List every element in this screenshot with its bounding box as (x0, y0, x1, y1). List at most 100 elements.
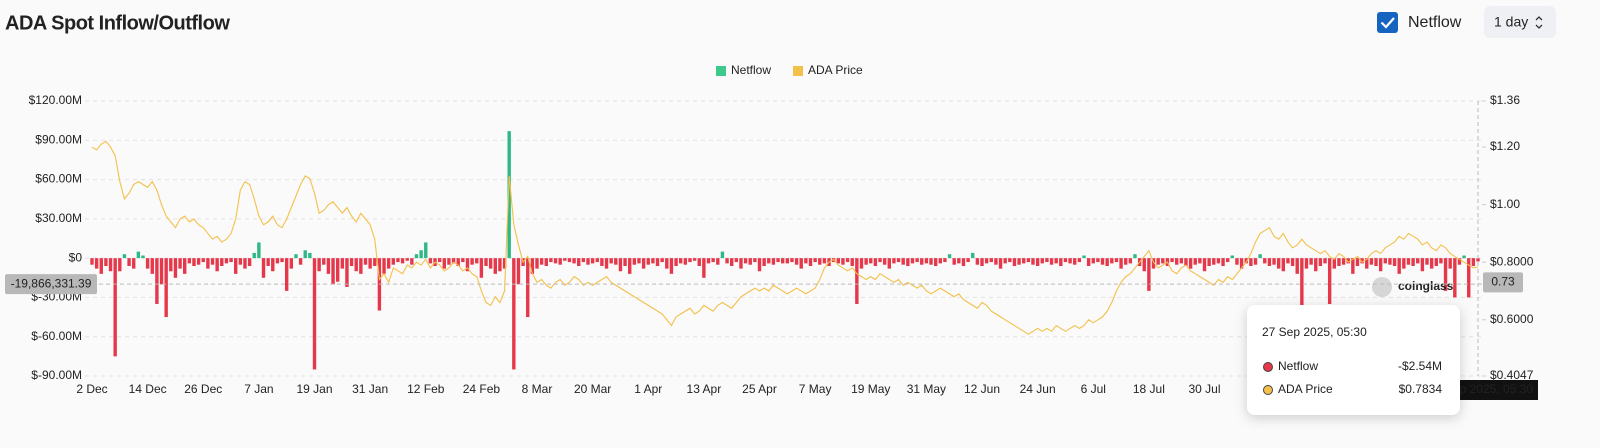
netflow-bar (1272, 258, 1276, 265)
netflow-bar (1462, 255, 1466, 259)
netflow-bar (924, 258, 929, 264)
netflow-bar (159, 258, 164, 285)
netflow-bar (1276, 258, 1281, 269)
netflow-bar (1063, 258, 1068, 263)
netflow-bar (739, 258, 743, 269)
netflow-bar (442, 258, 446, 269)
netflow-bar (345, 258, 349, 287)
netflow-bar (915, 258, 919, 263)
netflow-bar (1383, 258, 1387, 264)
netflow-bar (1193, 258, 1197, 265)
netflow-bar (873, 258, 878, 266)
netflow-bar (99, 258, 103, 274)
netflow-toggle[interactable]: Netflow (1377, 12, 1462, 33)
netflow-bar (910, 258, 915, 264)
netflow-bar (298, 258, 303, 265)
y-tick-label: $60.00M (35, 172, 82, 186)
netflow-bar (410, 258, 414, 265)
netflow-bar (437, 258, 442, 263)
netflow-bar (1267, 258, 1272, 266)
select-box[interactable] (1484, 6, 1556, 38)
netflow-bar (882, 258, 887, 265)
netflow-bar (284, 258, 289, 291)
netflow-bar (1026, 258, 1031, 263)
netflow-bar (845, 258, 850, 263)
netflow-bar (822, 258, 827, 264)
netflow-bar (1416, 258, 1420, 264)
netflow-bar (405, 258, 409, 261)
netflow-bar (790, 258, 794, 263)
netflow-bar (632, 258, 637, 265)
interval-select[interactable]: 1 day (1484, 6, 1556, 38)
netflow-bar (1035, 258, 1040, 266)
netflow-bar (178, 258, 182, 269)
tooltip-dot (1263, 385, 1273, 395)
netflow-bar (1161, 258, 1165, 264)
select-chevron (1535, 16, 1543, 29)
netflow-bar (1374, 258, 1378, 266)
netflow-bar (122, 254, 127, 259)
netflow-bar (498, 258, 502, 272)
netflow-bar (697, 258, 701, 266)
netflow-bar (1170, 258, 1174, 263)
netflow-bar (943, 258, 947, 263)
netflow-bar (933, 258, 938, 266)
netflow-bar (1286, 258, 1290, 264)
y2-tick-label: $1.36 (1490, 93, 1520, 107)
netflow-bar (1263, 258, 1267, 264)
netflow-bar (952, 258, 956, 265)
netflow-bar (1304, 258, 1309, 269)
netflow-bar (1045, 258, 1049, 263)
crosshair-y2-label: 0.73 (1491, 275, 1515, 289)
netflow-bar (674, 258, 678, 266)
x-tick-label: 31 May (907, 382, 946, 396)
netflow-bar (762, 258, 766, 266)
netflow-bar (1281, 258, 1286, 272)
netflow-bar (729, 258, 734, 266)
x-tick-label: 19 Jan (296, 382, 332, 396)
netflow-bar (901, 258, 905, 265)
netflow-bar (980, 258, 984, 266)
netflow-bar (1388, 258, 1392, 265)
x-tick-label: 30 Jul (1188, 382, 1220, 396)
netflow-bar (1235, 258, 1239, 265)
netflow-bar (785, 258, 790, 264)
y-tick-label: $0 (69, 250, 83, 264)
netflow-bar (1476, 258, 1480, 262)
select-value[interactable]: 1 day (1494, 14, 1528, 30)
netflow-bar (1467, 258, 1471, 298)
netflow-bar (836, 258, 841, 264)
netflow-bar (1119, 258, 1123, 269)
y-tick-label: $-90.00M (31, 368, 82, 382)
netflow-bar (1059, 258, 1063, 266)
netflow-bar (1253, 258, 1258, 265)
netflow-bar (294, 254, 298, 259)
netflow-bar (679, 258, 683, 264)
netflow-bar (539, 258, 544, 265)
netflow-bar (1471, 258, 1476, 266)
checkbox[interactable] (1377, 12, 1398, 33)
netflow-bar (753, 258, 757, 263)
netflow-bar (655, 258, 660, 266)
netflow-bar (349, 258, 354, 266)
x-tick-label: 18 Jul (1133, 382, 1165, 396)
netflow-bar (391, 258, 396, 265)
netflow-bar (1133, 254, 1137, 259)
netflow-bar (1100, 258, 1105, 265)
netflow-bar (971, 252, 975, 259)
netflow-bar (743, 258, 748, 264)
netflow-bar (590, 258, 595, 264)
netflow-bar (595, 258, 599, 263)
crosshair-y2-box (1483, 272, 1523, 293)
netflow-bar (1142, 258, 1146, 272)
netflow-bar (553, 258, 558, 264)
netflow-bar (1457, 258, 1462, 265)
netflow-bar (628, 258, 632, 274)
netflow-bar (530, 258, 535, 274)
netflow-bar (1054, 258, 1058, 264)
crosshair-y-label: -19,866,331.39 (11, 276, 92, 290)
netflow-bar (1073, 258, 1077, 265)
x-tick-label: 24 Jun (1020, 382, 1056, 396)
netflow-bar (229, 258, 233, 263)
toggle-label[interactable]: Netflow (1408, 14, 1462, 31)
